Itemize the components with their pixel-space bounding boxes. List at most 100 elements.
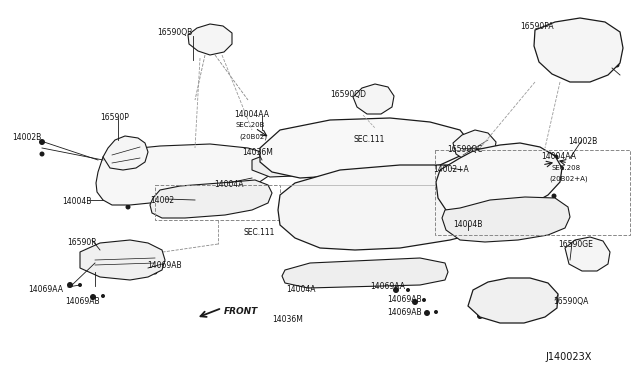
Text: 14004AA: 14004AA bbox=[234, 110, 269, 119]
Ellipse shape bbox=[500, 213, 520, 227]
Circle shape bbox=[90, 294, 96, 300]
Text: 14069AB: 14069AB bbox=[387, 308, 422, 317]
Text: 14036M: 14036M bbox=[272, 315, 303, 324]
Circle shape bbox=[303, 272, 307, 276]
Circle shape bbox=[125, 205, 131, 209]
Circle shape bbox=[101, 294, 105, 298]
Circle shape bbox=[92, 259, 98, 265]
Ellipse shape bbox=[210, 155, 234, 173]
Polygon shape bbox=[96, 144, 275, 205]
Polygon shape bbox=[103, 136, 148, 170]
Circle shape bbox=[109, 195, 113, 199]
Text: 16590QD: 16590QD bbox=[330, 90, 366, 99]
Text: 14069AA: 14069AA bbox=[370, 282, 405, 291]
Polygon shape bbox=[278, 165, 535, 250]
Ellipse shape bbox=[457, 172, 479, 188]
Circle shape bbox=[552, 193, 557, 199]
Text: 16590QA: 16590QA bbox=[553, 297, 588, 306]
Circle shape bbox=[246, 186, 252, 190]
Ellipse shape bbox=[390, 185, 410, 199]
Text: SEC.208: SEC.208 bbox=[551, 165, 580, 171]
Circle shape bbox=[547, 305, 552, 311]
Ellipse shape bbox=[539, 164, 561, 180]
Text: 14004A: 14004A bbox=[286, 285, 316, 294]
Ellipse shape bbox=[485, 164, 507, 180]
Circle shape bbox=[67, 282, 73, 288]
Text: SEC.20B: SEC.20B bbox=[236, 122, 266, 128]
Polygon shape bbox=[442, 197, 570, 242]
Text: 14069AB: 14069AB bbox=[65, 297, 100, 306]
Ellipse shape bbox=[181, 159, 205, 177]
Circle shape bbox=[39, 139, 45, 145]
Ellipse shape bbox=[493, 282, 535, 318]
Ellipse shape bbox=[197, 193, 219, 207]
Ellipse shape bbox=[151, 163, 175, 181]
Ellipse shape bbox=[345, 213, 365, 227]
Circle shape bbox=[406, 288, 410, 292]
Ellipse shape bbox=[368, 96, 378, 105]
Text: SEC.111: SEC.111 bbox=[354, 135, 385, 144]
Circle shape bbox=[106, 193, 111, 199]
Ellipse shape bbox=[167, 196, 189, 210]
Ellipse shape bbox=[556, 31, 604, 73]
Text: 14004A: 14004A bbox=[214, 180, 243, 189]
Circle shape bbox=[460, 215, 465, 221]
Text: 16590QB: 16590QB bbox=[157, 28, 192, 37]
Text: 14004AA: 14004AA bbox=[541, 152, 576, 161]
Circle shape bbox=[78, 283, 82, 287]
Text: 16590PA: 16590PA bbox=[520, 22, 554, 31]
Circle shape bbox=[244, 187, 250, 192]
Polygon shape bbox=[353, 84, 394, 114]
Circle shape bbox=[104, 157, 109, 161]
Polygon shape bbox=[565, 237, 610, 271]
Text: 14069AB: 14069AB bbox=[147, 261, 182, 270]
Text: SEC.111: SEC.111 bbox=[244, 228, 275, 237]
Polygon shape bbox=[282, 258, 448, 288]
Text: 16590P: 16590P bbox=[100, 113, 129, 122]
Ellipse shape bbox=[425, 210, 445, 224]
Ellipse shape bbox=[299, 142, 321, 158]
Text: 14004B: 14004B bbox=[453, 220, 483, 229]
Polygon shape bbox=[436, 143, 562, 218]
Text: 14069AB: 14069AB bbox=[387, 295, 422, 304]
Polygon shape bbox=[150, 180, 272, 218]
Text: 16590GE: 16590GE bbox=[558, 240, 593, 249]
Text: J140023X: J140023X bbox=[545, 352, 591, 362]
Ellipse shape bbox=[575, 243, 601, 265]
Polygon shape bbox=[252, 148, 408, 177]
Circle shape bbox=[152, 269, 157, 275]
Polygon shape bbox=[260, 118, 468, 178]
Text: 16590R: 16590R bbox=[67, 238, 97, 247]
Ellipse shape bbox=[229, 191, 251, 205]
Circle shape bbox=[554, 154, 559, 160]
Text: 16590QC: 16590QC bbox=[447, 145, 483, 154]
Ellipse shape bbox=[439, 138, 461, 154]
Circle shape bbox=[422, 298, 426, 302]
Text: 14002B: 14002B bbox=[12, 133, 41, 142]
Ellipse shape bbox=[350, 188, 370, 202]
Circle shape bbox=[412, 299, 418, 305]
Circle shape bbox=[413, 272, 417, 276]
Circle shape bbox=[424, 310, 430, 316]
Ellipse shape bbox=[123, 169, 147, 187]
Circle shape bbox=[152, 256, 157, 260]
Ellipse shape bbox=[505, 188, 525, 202]
Polygon shape bbox=[534, 18, 623, 82]
Polygon shape bbox=[80, 240, 165, 280]
Text: 14002+A: 14002+A bbox=[433, 165, 468, 174]
Circle shape bbox=[614, 62, 620, 67]
Text: 14002: 14002 bbox=[150, 196, 174, 205]
Ellipse shape bbox=[465, 211, 485, 225]
Text: 14004B: 14004B bbox=[62, 197, 92, 206]
Ellipse shape bbox=[430, 183, 450, 197]
Ellipse shape bbox=[334, 137, 356, 153]
Polygon shape bbox=[453, 130, 496, 162]
Circle shape bbox=[358, 272, 362, 276]
Text: 14036M: 14036M bbox=[242, 148, 273, 157]
Circle shape bbox=[477, 313, 483, 319]
Circle shape bbox=[560, 166, 564, 170]
Ellipse shape bbox=[371, 134, 393, 150]
Polygon shape bbox=[468, 278, 558, 323]
Ellipse shape bbox=[470, 183, 490, 197]
Text: 14069AA: 14069AA bbox=[28, 285, 63, 294]
